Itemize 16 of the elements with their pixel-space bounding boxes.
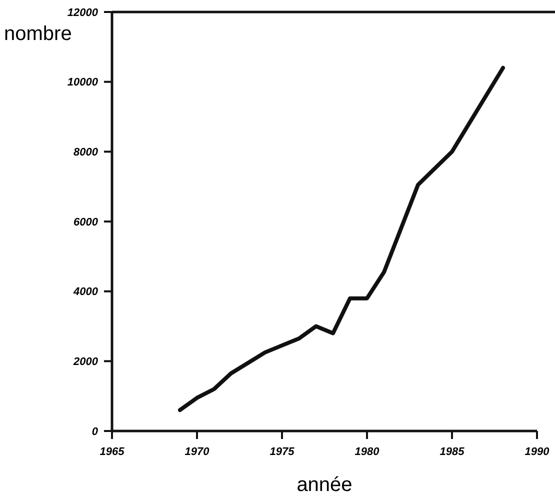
x-axis-title: année xyxy=(296,474,352,496)
y-tick-label: 8000 xyxy=(74,146,99,159)
y-tick-label: 6000 xyxy=(74,216,99,228)
y-tick-label: 4000 xyxy=(72,286,99,298)
y-tick-label: 0 xyxy=(92,426,99,438)
line-series xyxy=(178,66,505,412)
x-tick-label: 1990 xyxy=(524,446,550,458)
y-axis-title: nombre xyxy=(4,23,72,45)
x-tick-label: 1975 xyxy=(270,446,296,458)
x-tick-label: 1985 xyxy=(440,446,466,458)
x-tick-label: 1965 xyxy=(100,446,126,458)
x-tick-label: 1980 xyxy=(354,446,380,458)
x-tick-label: 1970 xyxy=(184,446,210,458)
y-tick-label: 2000 xyxy=(72,356,99,368)
y-tick-label: 10000 xyxy=(67,76,99,89)
y-tick-label: 12000 xyxy=(67,6,99,19)
